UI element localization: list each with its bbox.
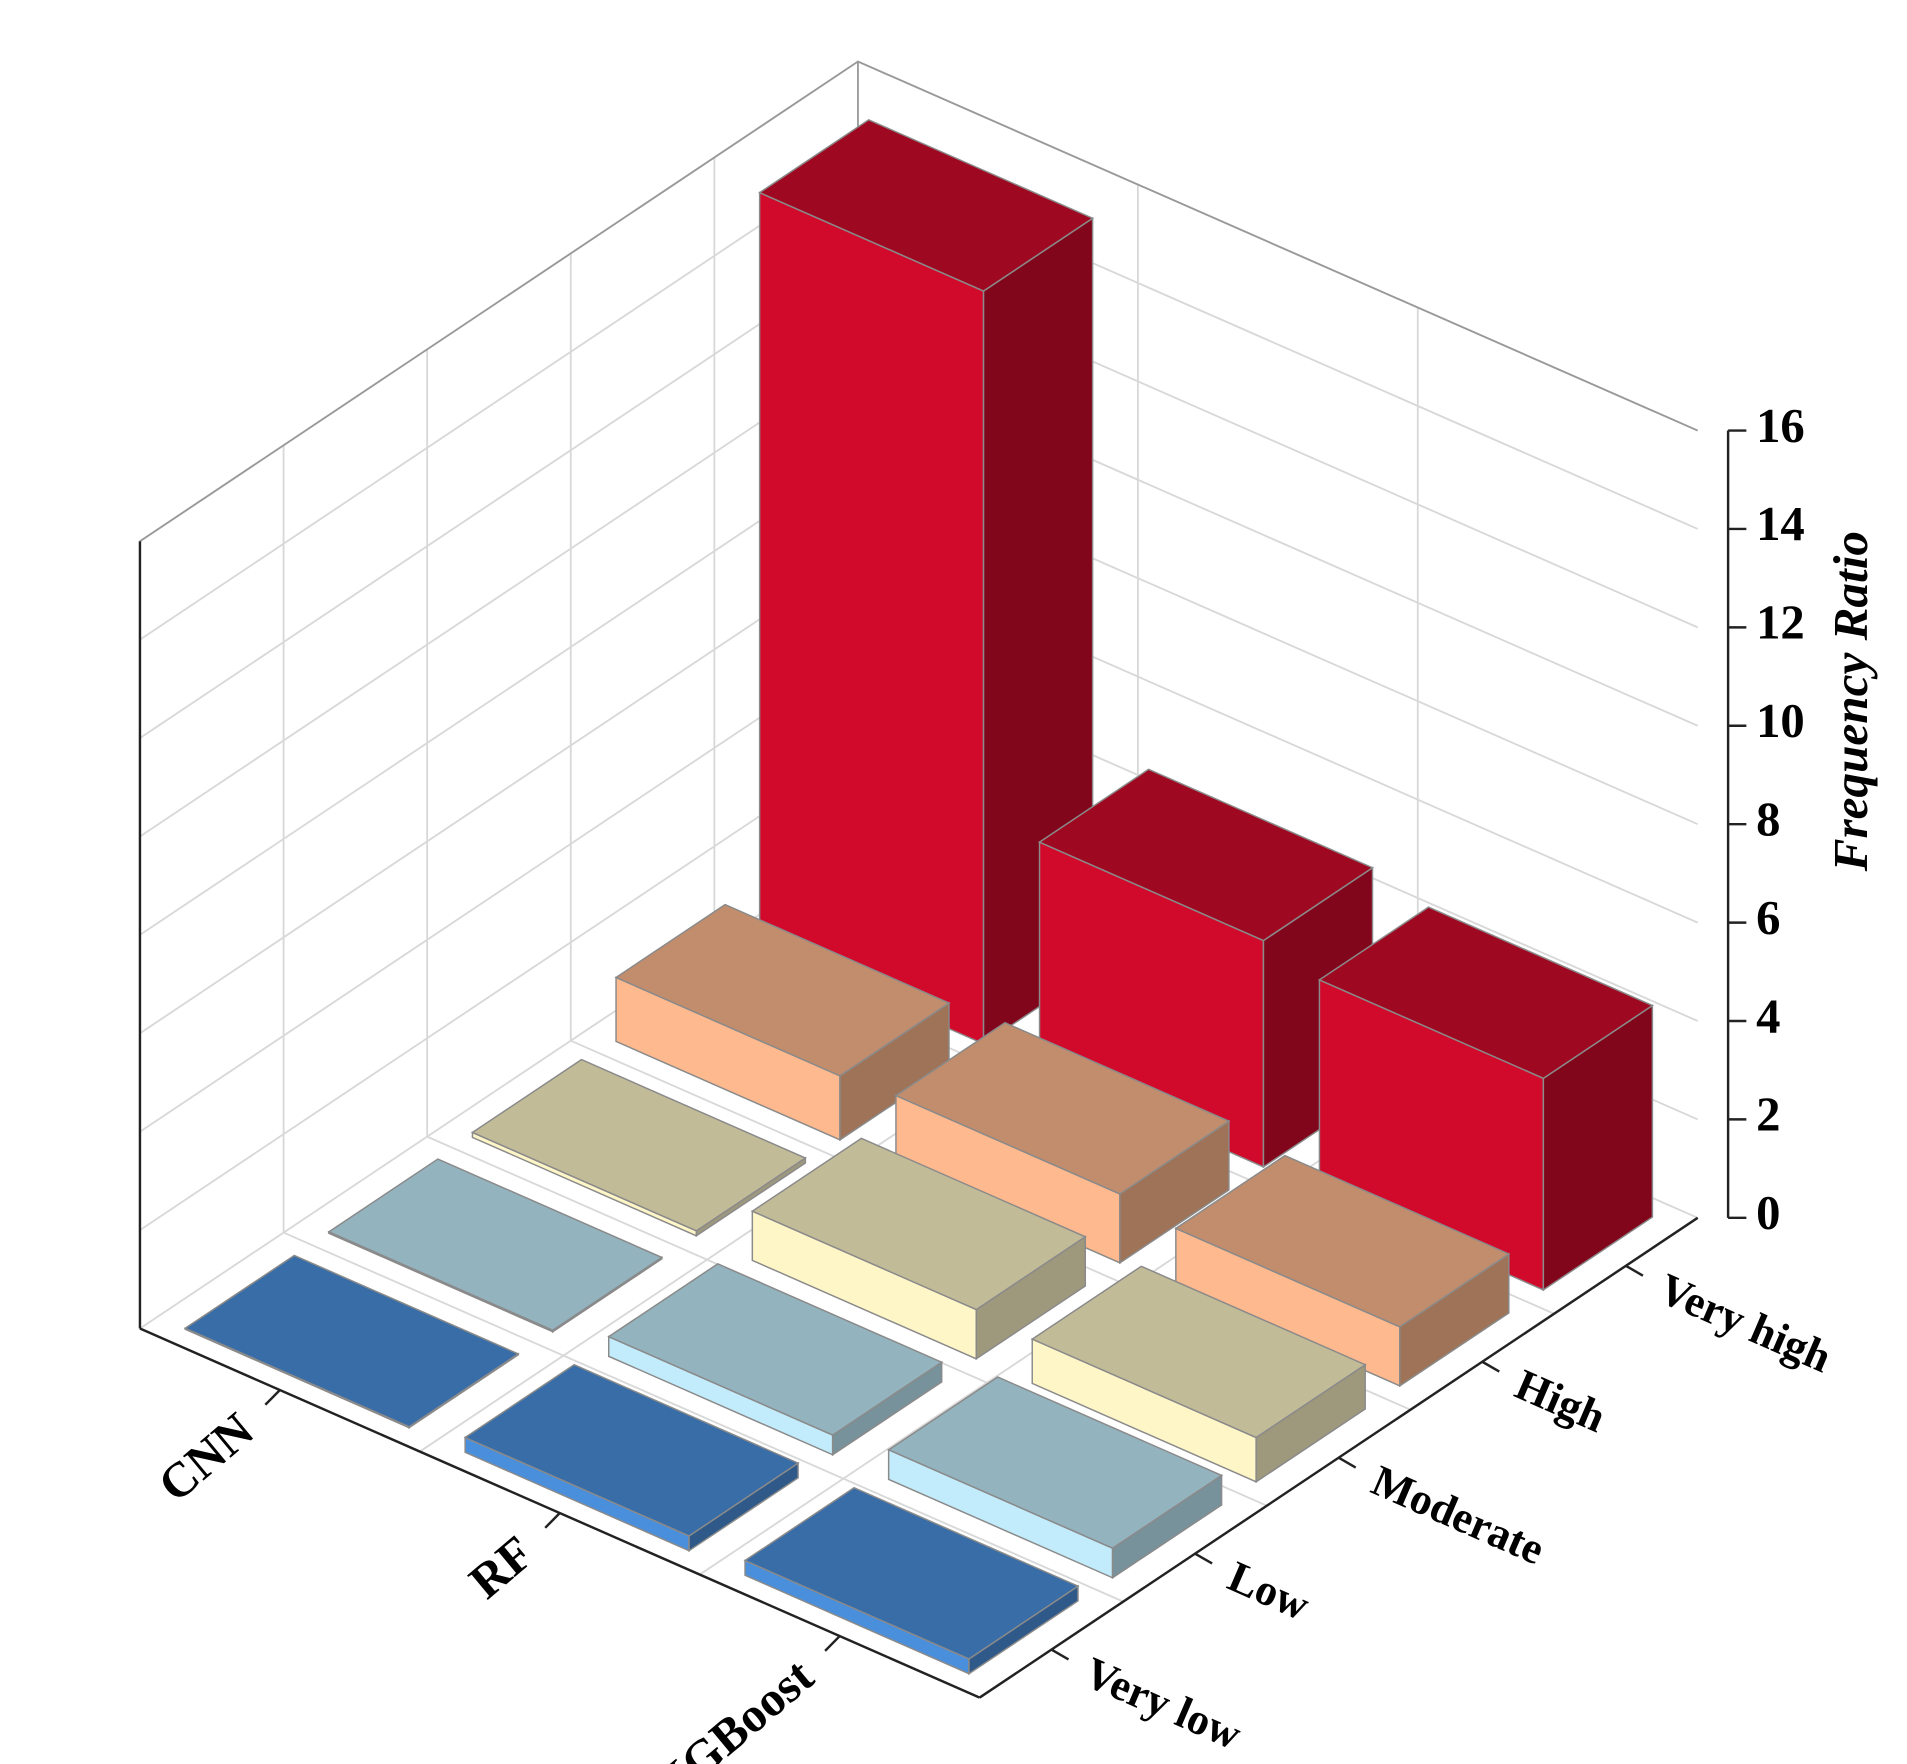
class-tick xyxy=(1625,1264,1644,1277)
bar-top xyxy=(1174,1154,1511,1328)
y-tick-label: 0 xyxy=(1756,1185,1780,1240)
bar xyxy=(743,1486,1080,1676)
class-label: Moderate xyxy=(1365,1456,1552,1575)
class-label: Very high xyxy=(1652,1264,1838,1383)
bar xyxy=(327,1158,664,1334)
y-tick-label: 6 xyxy=(1756,890,1780,945)
bar xyxy=(614,903,951,1142)
bar-face xyxy=(758,191,985,1046)
model-label: RF xyxy=(459,1525,544,1610)
bar xyxy=(750,1137,1087,1361)
y-tick-label: 14 xyxy=(1756,496,1805,551)
bar xyxy=(1030,1265,1367,1484)
model-tick xyxy=(824,1635,841,1652)
bar xyxy=(463,1363,800,1553)
class-label: Low xyxy=(1221,1552,1316,1631)
model-label: CNN xyxy=(148,1402,264,1513)
model-label: XGBoost xyxy=(643,1647,824,1764)
bar xyxy=(183,1254,520,1430)
bar-top xyxy=(463,1363,800,1537)
bar-top xyxy=(750,1137,1087,1311)
bar-top xyxy=(1030,1265,1367,1439)
bar xyxy=(607,1262,944,1457)
bar-top xyxy=(1317,906,1654,1080)
bar-top xyxy=(614,903,951,1077)
bar-top xyxy=(607,1262,944,1436)
y-tick-label: 10 xyxy=(1756,693,1805,748)
y-tick-label: 2 xyxy=(1756,1086,1780,1141)
bar-top xyxy=(743,1486,1080,1660)
bar xyxy=(894,1021,1231,1265)
class-label: Very low xyxy=(1078,1648,1249,1760)
bar xyxy=(1174,1154,1511,1388)
class-tick xyxy=(1194,1552,1213,1565)
y-tick-label: 12 xyxy=(1756,594,1805,649)
class-label: High xyxy=(1508,1360,1612,1442)
bar-top xyxy=(894,1021,1231,1195)
class-tick xyxy=(1338,1456,1357,1469)
bar-top xyxy=(758,118,1095,292)
bar xyxy=(887,1376,1224,1580)
model-tick xyxy=(264,1389,281,1406)
bar xyxy=(470,1058,807,1238)
bar-top xyxy=(470,1058,807,1232)
bar-top xyxy=(183,1254,520,1428)
bar-top xyxy=(887,1376,1224,1550)
model-tick xyxy=(544,1512,561,1529)
bar-top xyxy=(327,1158,664,1332)
y-tick-label: 4 xyxy=(1756,988,1780,1043)
y-axis-title: Frequency Ratio xyxy=(1823,531,1878,872)
class-tick xyxy=(1481,1360,1500,1373)
y-tick-label: 16 xyxy=(1756,398,1805,453)
y-tick-label: 8 xyxy=(1756,791,1780,846)
floor-grid xyxy=(283,1231,1124,1603)
bar-top xyxy=(1038,768,1375,942)
class-tick xyxy=(1050,1648,1070,1661)
